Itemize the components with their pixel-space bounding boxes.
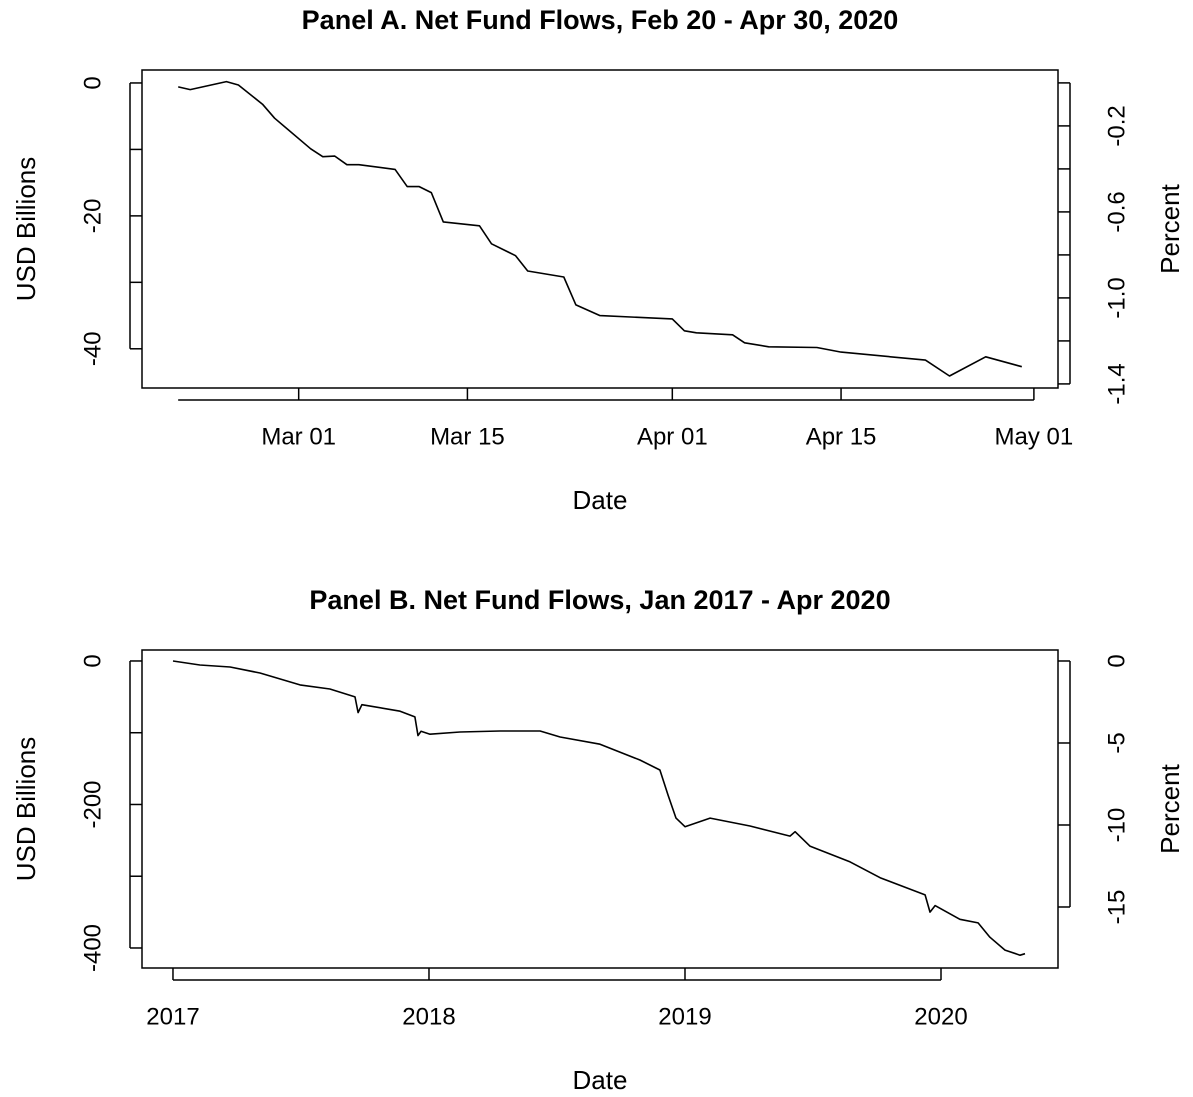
- y2-tick-label: -0.6: [1103, 191, 1130, 232]
- y2-axis-label: Percent: [1155, 763, 1185, 853]
- y2-tick-label: -15: [1103, 890, 1130, 925]
- x-tick-label: 2020: [914, 1003, 967, 1030]
- x-tick-label: Apr 15: [806, 423, 877, 450]
- x-tick-label: Mar 01: [261, 423, 336, 450]
- plot-frame: [141, 69, 1059, 389]
- y2-tick-label: -1.4: [1103, 363, 1130, 404]
- x-tick-label: May 01: [995, 423, 1074, 450]
- chart-title: Panel B. Net Fund Flows, Jan 2017 - Apr …: [309, 585, 890, 615]
- x-tick-label: 2018: [402, 1003, 455, 1030]
- y-tick-label: 0: [79, 654, 106, 667]
- x-tick-label: Mar 15: [430, 423, 505, 450]
- y2-tick-label: -1.0: [1103, 277, 1130, 318]
- chart-title: Panel A. Net Fund Flows, Feb 20 - Apr 30…: [302, 5, 899, 35]
- y-axis-label: USD Billions: [11, 157, 41, 302]
- y-tick-label: -20: [79, 199, 106, 234]
- x-tick-label: 2019: [658, 1003, 711, 1030]
- y2-tick-label: -5: [1103, 732, 1130, 753]
- y2-axis-label: Percent: [1155, 183, 1185, 273]
- plot-frame: [141, 649, 1059, 969]
- y2-tick-label: -10: [1103, 808, 1130, 843]
- data-line: [172, 660, 1026, 956]
- y-tick-label: 0: [79, 76, 106, 89]
- y-tick-label: -400: [79, 924, 106, 972]
- data-line: [178, 80, 1023, 377]
- y2-tick-label: -0.2: [1103, 105, 1130, 146]
- y-axis-label: USD Billions: [11, 737, 41, 882]
- x-tick-label: 2017: [146, 1003, 199, 1030]
- y-tick-label: -40: [79, 331, 106, 366]
- y2-tick-label: 0: [1103, 654, 1130, 667]
- x-axis-label: Date: [573, 1065, 628, 1095]
- x-tick-label: Apr 01: [637, 423, 708, 450]
- y-tick-label: -200: [79, 780, 106, 828]
- x-axis-label: Date: [573, 485, 628, 515]
